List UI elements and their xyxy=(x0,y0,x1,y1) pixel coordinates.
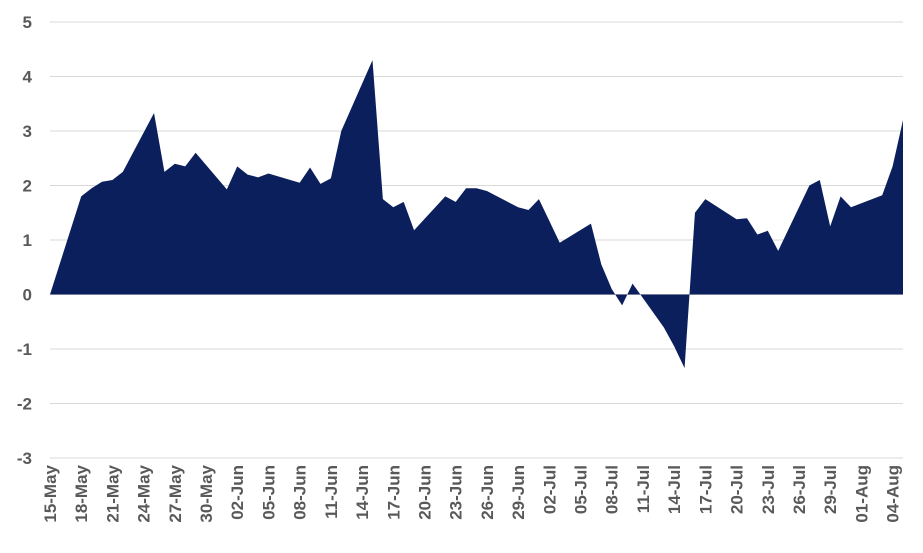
x-tick-label: 23-Jun xyxy=(447,465,466,520)
y-tick-label: -2 xyxy=(17,395,32,414)
y-tick-label: 0 xyxy=(23,286,32,305)
x-tick-label: 08-Jul xyxy=(603,465,622,514)
series-area xyxy=(50,60,903,369)
x-tick-label: 29-Jun xyxy=(509,465,528,520)
y-tick-label: 5 xyxy=(23,13,32,32)
x-tick-label: 20-Jul xyxy=(728,465,747,514)
x-tick-label: 02-Jun xyxy=(228,465,247,520)
x-tick-label: 11-Jun xyxy=(322,465,341,519)
x-tick-label: 20-Jun xyxy=(415,465,434,520)
x-tick-label: 01-Aug xyxy=(852,465,871,523)
x-tick-label: 23-Jul xyxy=(759,465,778,514)
y-tick-label: 4 xyxy=(23,68,33,87)
x-tick-label: 17-Jun xyxy=(384,465,403,520)
x-tick-label: 08-Jun xyxy=(291,465,310,520)
x-tick-label: 26-Jul xyxy=(790,465,809,514)
x-tick-label: 30-May xyxy=(197,464,216,522)
x-tick-label: 05-Jun xyxy=(259,465,278,520)
x-tick-label: 17-Jul xyxy=(696,465,715,514)
x-tick-label: 18-May xyxy=(72,464,91,522)
x-tick-label: 11-Jul xyxy=(634,465,653,513)
x-axis: 15-May 18-May 21-May 24-May 27-May 30-May 02-J… xyxy=(41,464,903,522)
y-tick-label: 2 xyxy=(23,177,32,196)
x-tick-label: 24-May xyxy=(135,464,154,522)
x-tick-label: 29-Jul xyxy=(821,465,840,514)
x-tick-label: 14-Jul xyxy=(665,465,684,514)
x-tick-label: 27-May xyxy=(166,464,185,522)
y-axis: 5 4 3 2 1 0 -1 -2 -3 xyxy=(17,13,33,468)
x-tick-label: 26-Jun xyxy=(478,465,497,520)
y-tick-label: 3 xyxy=(23,122,32,141)
y-tick-label: -3 xyxy=(17,449,32,468)
x-tick-label: 04-Aug xyxy=(884,465,903,523)
x-tick-label: 15-May xyxy=(41,464,60,522)
x-tick-label: 14-Jun xyxy=(353,465,372,520)
x-tick-label: 21-May xyxy=(103,464,122,522)
x-tick-label: 05-Jul xyxy=(572,465,591,514)
y-tick-label: -1 xyxy=(17,340,32,359)
y-tick-label: 1 xyxy=(23,231,32,250)
x-tick-label: 02-Jul xyxy=(540,465,559,514)
